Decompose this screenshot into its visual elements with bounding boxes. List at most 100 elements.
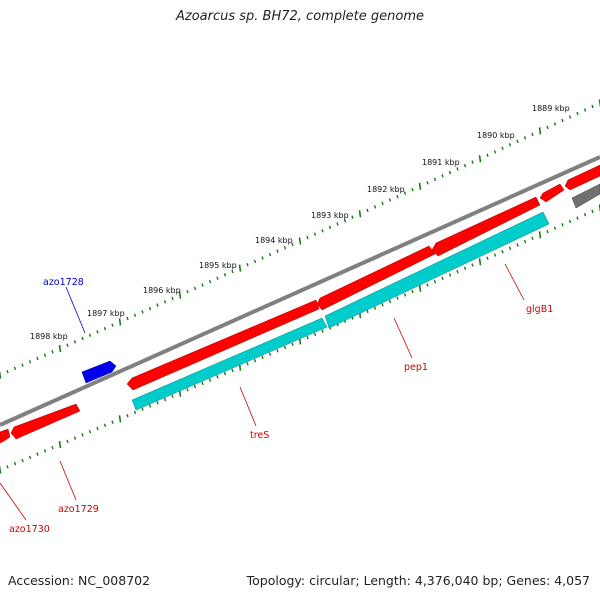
ruler-tick bbox=[358, 210, 362, 218]
ruler-tick bbox=[501, 146, 504, 151]
ruler-tick bbox=[96, 330, 99, 334]
gene-arrow[interactable] bbox=[0, 428, 11, 444]
gene-arrow-azo1728[interactable] bbox=[81, 360, 117, 384]
ruler-tick bbox=[51, 445, 54, 450]
ruler-tick bbox=[163, 300, 167, 304]
ruler-label: 1898 kbp bbox=[30, 332, 68, 341]
ruler-tick bbox=[381, 201, 384, 206]
ruler-tick bbox=[103, 423, 107, 428]
genome-backbone bbox=[0, 155, 600, 427]
ruler-tick bbox=[471, 263, 474, 267]
ruler-tick bbox=[336, 222, 339, 226]
ruler-tick bbox=[156, 401, 159, 405]
ruler-tick bbox=[88, 333, 92, 337]
ruler-tick bbox=[306, 235, 309, 240]
leader-line-azo1729 bbox=[59, 460, 77, 501]
ruler-tick bbox=[553, 122, 557, 126]
leader-line-pep1 bbox=[393, 317, 413, 359]
gene-label-tres[interactable]: treS bbox=[250, 430, 269, 441]
ruler-tick bbox=[508, 246, 512, 251]
ruler-tick bbox=[43, 449, 47, 453]
ruler-tick bbox=[268, 352, 272, 356]
gene-label-glgb1[interactable]: glgB1 bbox=[526, 304, 553, 315]
ruler-tick bbox=[96, 426, 99, 431]
ruler-tick bbox=[81, 433, 84, 437]
ruler-tick bbox=[253, 358, 257, 363]
ruler-tick bbox=[58, 440, 62, 449]
ruler-tick bbox=[6, 369, 9, 374]
ruler-tick bbox=[441, 174, 444, 178]
ruler-tick bbox=[186, 289, 189, 294]
ruler-tick bbox=[508, 143, 512, 147]
ruler-tick bbox=[216, 276, 219, 280]
ruler-tick bbox=[223, 273, 227, 277]
ruler-tick bbox=[381, 303, 384, 307]
ruler-tick bbox=[21, 363, 24, 367]
gene-arrow-gray[interactable] bbox=[571, 183, 600, 209]
gene-arrow-tres[interactable] bbox=[126, 299, 320, 391]
ruler-tick bbox=[21, 458, 24, 463]
ruler-tick bbox=[583, 212, 587, 217]
reverse-strand-genes bbox=[131, 211, 550, 411]
ruler-tick bbox=[141, 407, 144, 411]
ruler-tick bbox=[493, 150, 497, 154]
ruler-tick bbox=[43, 353, 47, 357]
ruler-tick bbox=[576, 216, 579, 220]
ruler-tick bbox=[546, 229, 549, 234]
ruler-tick bbox=[433, 279, 437, 284]
gene-arrow-tres-rev[interactable] bbox=[131, 317, 328, 411]
gene-arrow[interactable] bbox=[564, 164, 600, 191]
ruler-tick bbox=[216, 375, 219, 379]
ruler-label: 1891 kbp bbox=[422, 158, 460, 167]
ruler-tick bbox=[13, 461, 17, 466]
ruler-tick bbox=[463, 266, 467, 271]
ruler-tick bbox=[448, 273, 452, 277]
gene-arrow-glgb1[interactable] bbox=[431, 196, 541, 257]
ruler-tick bbox=[133, 410, 137, 415]
ruler-tick bbox=[561, 118, 564, 123]
gene-arrow[interactable] bbox=[539, 183, 565, 203]
gene-arrow-azo1729[interactable] bbox=[10, 403, 81, 440]
label-leaders bbox=[0, 263, 525, 521]
ruler-label: 1897 kbp bbox=[87, 309, 125, 318]
gene-labels: azo1728 pep1 glgB1 treS azo1729 azo1730 bbox=[9, 277, 553, 535]
ruler-tick bbox=[268, 252, 272, 257]
ruler-tick bbox=[6, 465, 9, 469]
leader-line-azo1730 bbox=[0, 482, 27, 521]
ruler-tick bbox=[591, 104, 594, 109]
ruler-tick bbox=[223, 371, 227, 376]
ruler-tick bbox=[171, 394, 174, 399]
ruler-tick bbox=[426, 181, 429, 185]
gene-label-pep1[interactable]: pep1 bbox=[404, 362, 428, 373]
ruler-tick bbox=[486, 256, 489, 261]
gene-label-azo1729[interactable]: azo1729 bbox=[58, 504, 99, 515]
ruler-tick bbox=[276, 249, 279, 253]
ruler-tick bbox=[463, 163, 467, 168]
gene-label-azo1728[interactable]: azo1728 bbox=[43, 277, 84, 288]
ruler-tick bbox=[403, 191, 407, 195]
ruler-tick bbox=[193, 384, 197, 389]
ruler-tick bbox=[538, 127, 542, 135]
gene-arrow-pep1-rev[interactable] bbox=[324, 211, 550, 329]
ruler-tick bbox=[456, 167, 459, 171]
ruler-tick bbox=[523, 136, 527, 140]
genome-summary-text: Topology: circular; Length: 4,376,040 bp… bbox=[246, 573, 590, 588]
ruler-tick bbox=[261, 256, 264, 260]
ruler-tick bbox=[426, 283, 429, 287]
ruler-tick bbox=[418, 182, 422, 190]
ruler-tick bbox=[118, 318, 122, 326]
ruler-tick bbox=[171, 296, 174, 301]
map-title: Azoarcus sp. BH72, complete genome bbox=[175, 9, 425, 24]
ruler-tick bbox=[141, 310, 144, 314]
ruler-tick bbox=[478, 155, 482, 163]
ruler-tick bbox=[471, 160, 474, 164]
gene-label-azo1730[interactable]: azo1730 bbox=[9, 524, 50, 535]
ruler-tick bbox=[538, 231, 542, 239]
ruler-tick bbox=[36, 452, 39, 456]
ruler-tick bbox=[568, 115, 572, 119]
ruler-tick bbox=[148, 404, 152, 408]
leader-line-azo1728 bbox=[65, 286, 86, 334]
gene-arrow-pep1[interactable] bbox=[316, 245, 436, 311]
ruler-label: 1895 kbp bbox=[199, 261, 237, 270]
